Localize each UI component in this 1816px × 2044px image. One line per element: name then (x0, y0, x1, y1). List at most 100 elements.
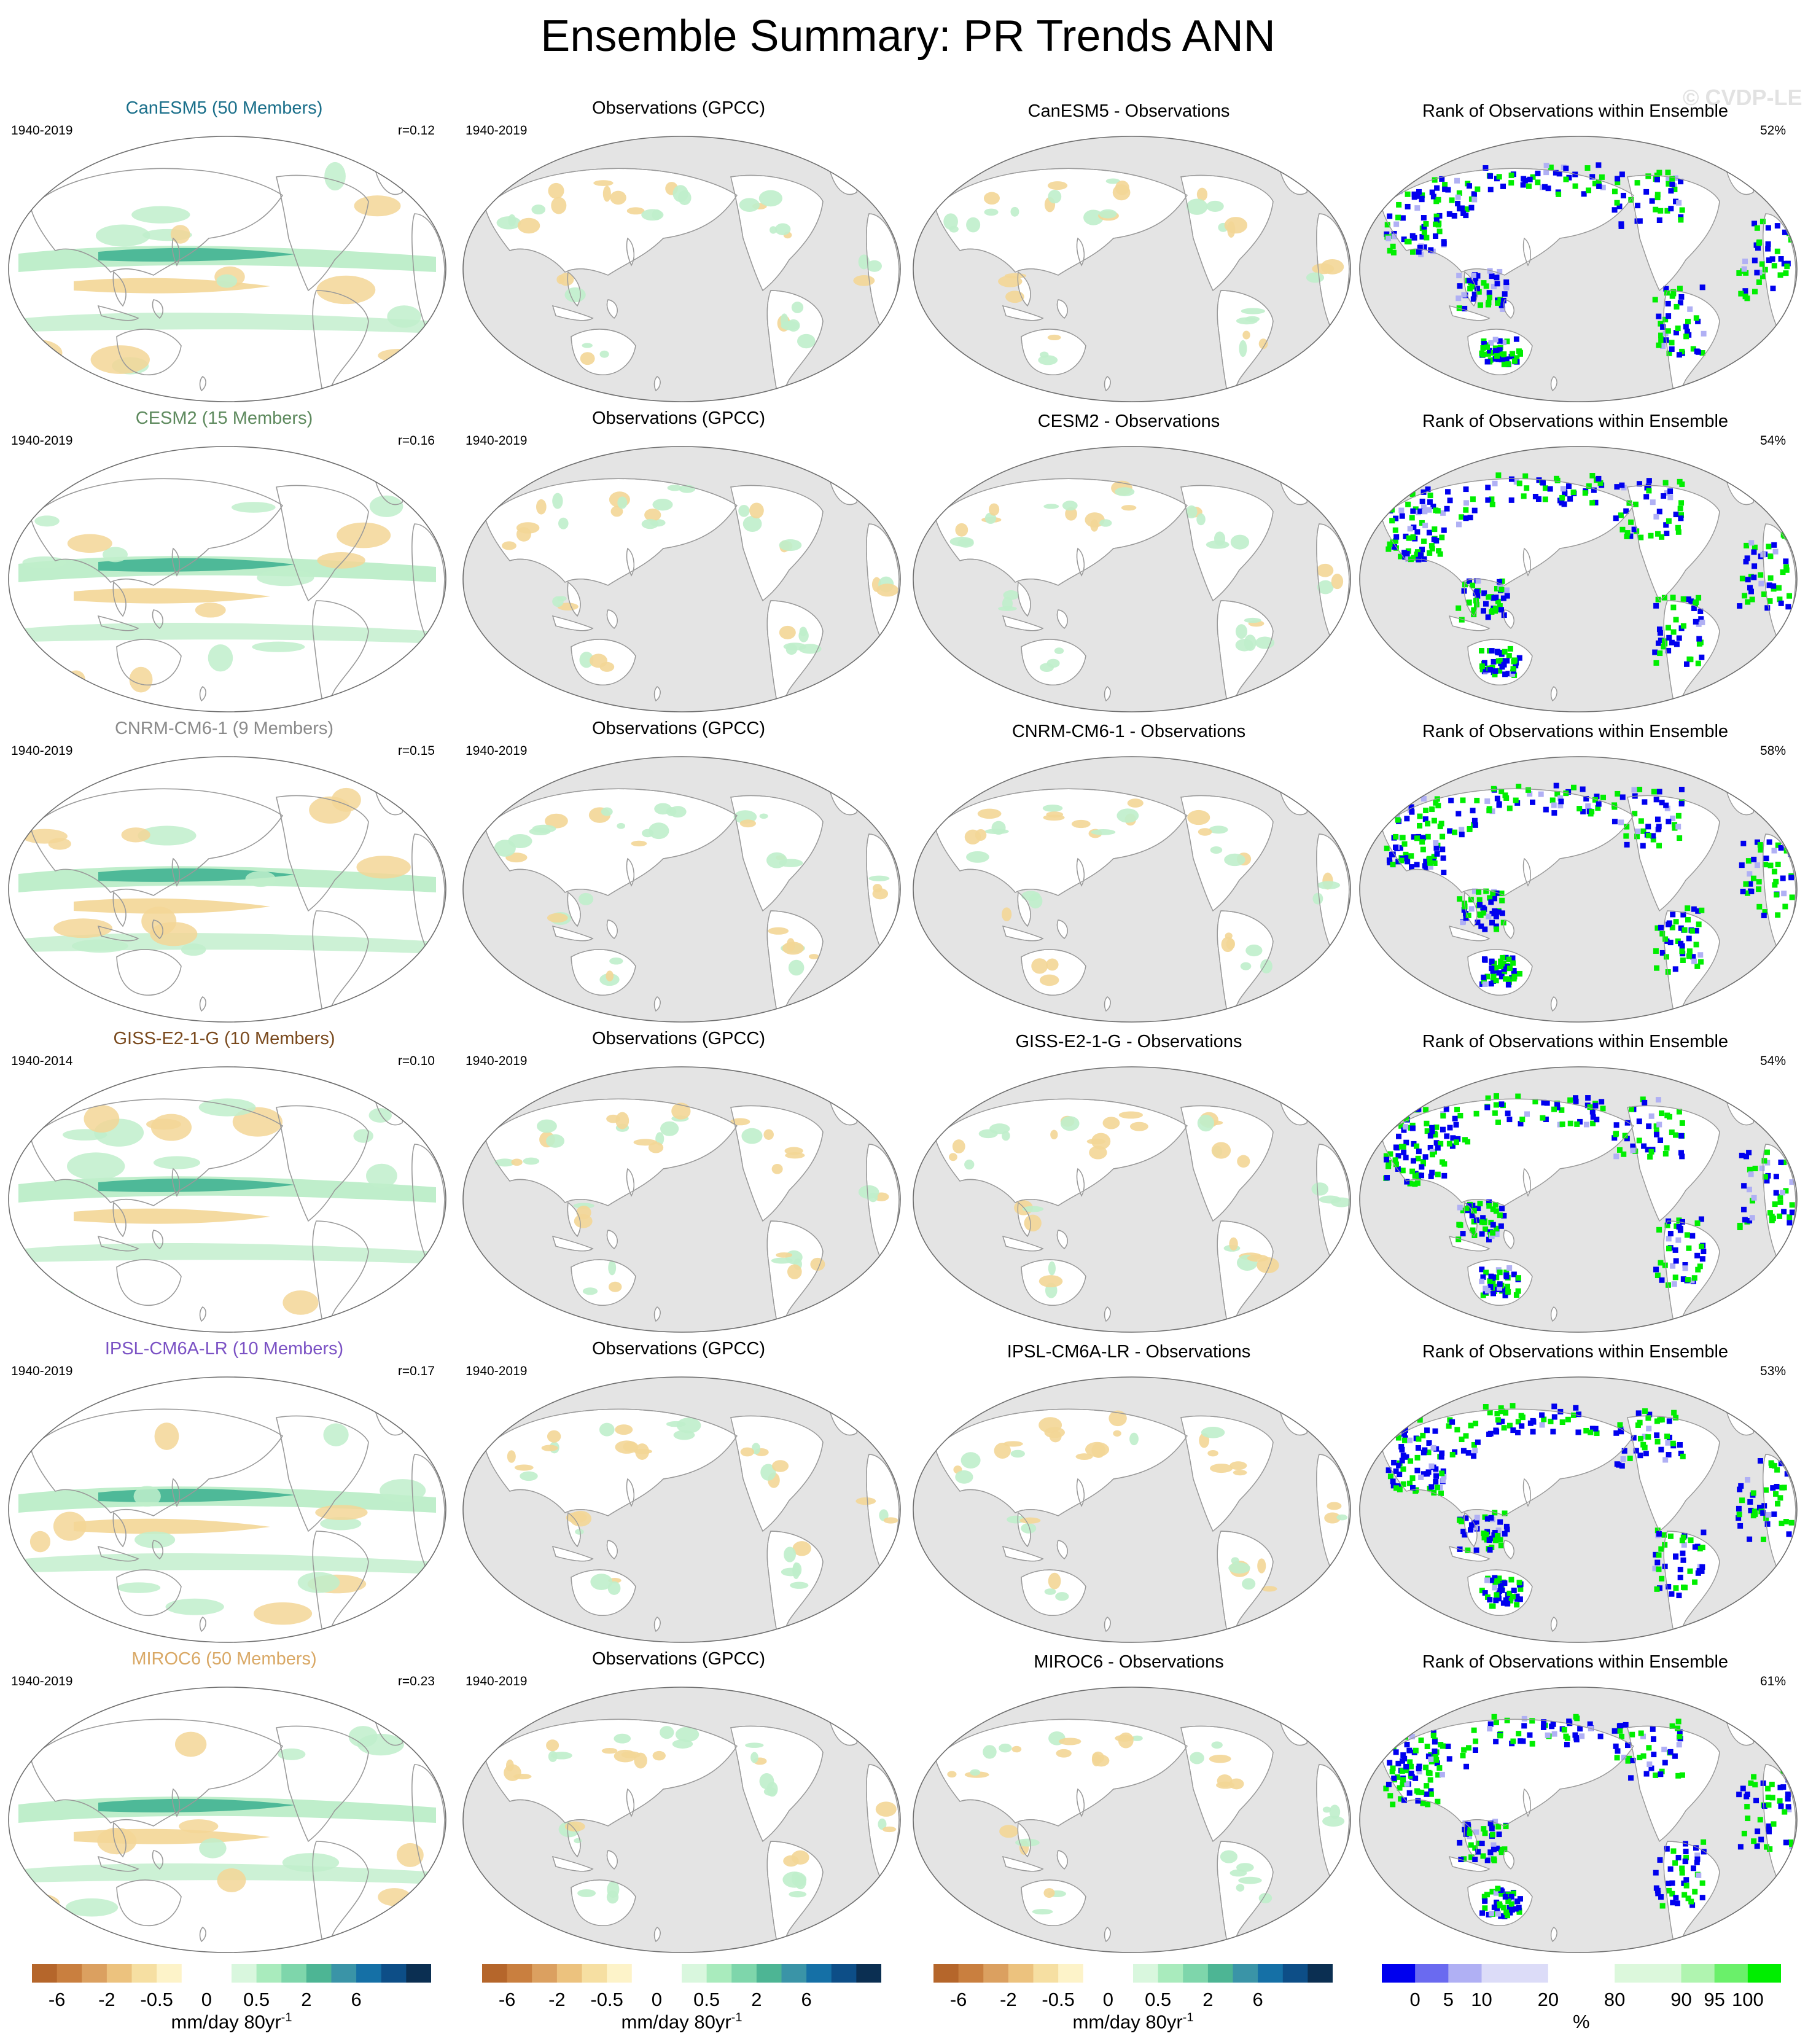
colorbar-swatch (706, 1964, 732, 1983)
period-label: 1940-2019 (11, 123, 73, 138)
colorbar-swatch (958, 1964, 984, 1983)
colorbar-tick-label: 2 (1202, 1989, 1214, 2010)
rank-percent: 58% (1759, 744, 1786, 758)
model-trend-panel: MIROC6 (50 Members) 1940-2019 r=0.23 (0, 1649, 448, 1956)
colorbar-tick-label: 0 (1409, 1989, 1420, 2010)
globe-map (8, 1066, 446, 1333)
globe-map (8, 1687, 446, 1953)
colorbar-tick-label: -6 (48, 1989, 66, 2010)
difference-panel: MIROC6 - Observations (905, 1649, 1353, 1956)
pattern-correlation: r=0.16 (397, 434, 435, 448)
observation-title: Observations (GPCC) (591, 719, 765, 738)
colorbar-swatch (507, 1964, 532, 1983)
colorbar-swatch (1681, 1964, 1715, 1983)
pattern-correlation: r=0.17 (397, 1364, 435, 1378)
difference-panel: IPSL-CM6A-LR - Observations (905, 1339, 1353, 1646)
colorbar-swatch (356, 1964, 382, 1983)
period-label: 1940-2019 (466, 1364, 528, 1378)
rank-panel: Rank of Observations within Ensemble 53% (1351, 1339, 1799, 1646)
rank-panel: Rank of Observations within Ensemble 52% (1351, 98, 1799, 405)
colorbar-swatch (331, 1964, 357, 1983)
colorbar-tick-label: 6 (1252, 1989, 1263, 2010)
observation-panel: Observations (GPCC) 1940-2019 (454, 1029, 903, 1336)
rank-title: Rank of Observations within Ensemble (1422, 722, 1729, 741)
colorbar-tick-label: 90 (1670, 1989, 1692, 2010)
colorbar-tick-label: -0.5 (140, 1989, 173, 2010)
colorbar-tick-label: -0.5 (1042, 1989, 1075, 2010)
model-title: IPSL-CM6A-LR (10 Members) (104, 1339, 344, 1359)
colorbar-swatch (281, 1964, 307, 1983)
globe-map (8, 446, 446, 712)
period-label: 1940-2019 (11, 744, 73, 758)
pattern-correlation: r=0.15 (397, 744, 435, 758)
globe-map (462, 136, 901, 402)
globe-map (8, 1376, 446, 1643)
globe-map (913, 1687, 1351, 1953)
rank-percent: 54% (1759, 1054, 1786, 1068)
colorbar-tick-label: 95 (1704, 1989, 1725, 2010)
colorbar-tick-label: 10 (1471, 1989, 1492, 2010)
period-label: 1940-2014 (11, 1054, 73, 1068)
colorbar-tick-label: 0.5 (693, 1989, 720, 2010)
rank-panel: Rank of Observations within Ensemble 58% (1351, 719, 1799, 1026)
observation-panel: Observations (GPCC) 1940-2019 (454, 1339, 903, 1646)
colorbar-swatch (1133, 1964, 1159, 1983)
trend-colorbar: -6 -2 -0.5 0 0.5 2 6 mm/day 80yr-1 (933, 1964, 1333, 2038)
observation-title: Observations (GPCC) (591, 98, 765, 118)
colorbar-swatch (1448, 1964, 1482, 1983)
globe-map (8, 756, 446, 1023)
rank-title: Rank of Observations within Ensemble (1422, 412, 1729, 431)
rank-panel: Rank of Observations within Ensemble 54% (1351, 1029, 1799, 1336)
colorbar-tick-label: 20 (1537, 1989, 1559, 2010)
globe-map (462, 1376, 901, 1643)
colorbar-tick-label: 6 (801, 1989, 812, 2010)
difference-panel: GISS-E2-1-G - Observations (905, 1029, 1353, 1336)
colorbar-swatch (256, 1964, 282, 1983)
model-title: MIROC6 (50 Members) (131, 1649, 317, 1669)
colorbar-swatch (406, 1964, 431, 1983)
colorbar-swatch (657, 1964, 682, 1983)
colorbar-swatch (1207, 1964, 1233, 1983)
rank-title: Rank of Observations within Ensemble (1422, 101, 1729, 121)
colorbar-swatch (682, 1964, 707, 1983)
colorbar-swatch (607, 1964, 633, 1983)
model-title: CESM2 (15 Members) (135, 408, 313, 428)
colorbar-swatch (32, 1964, 58, 1983)
globe-map (913, 1066, 1351, 1333)
colorbar-unit: % (1573, 2011, 1590, 2032)
colorbar-swatch (1648, 1964, 1682, 1983)
observation-title: Observations (GPCC) (591, 1649, 765, 1669)
colorbar-swatch (131, 1964, 157, 1983)
colorbar-tick-label: 80 (1604, 1989, 1626, 2010)
colorbar-tick-label: 6 (351, 1989, 362, 2010)
difference-title: GISS-E2-1-G - Observations (1015, 1032, 1242, 1051)
colorbar-swatch (57, 1964, 82, 1983)
colorbar-tick-label: 0 (1102, 1989, 1113, 2010)
difference-title: MIROC6 - Observations (1034, 1652, 1224, 1672)
difference-panel: CanESM5 - Observations (905, 98, 1353, 405)
period-label: 1940-2019 (11, 434, 73, 448)
colorbar-swatch (1008, 1964, 1034, 1983)
period-label: 1940-2019 (11, 1364, 73, 1378)
globe-map (1359, 446, 1798, 712)
colorbar-swatch (556, 1964, 582, 1983)
colorbar-swatch (831, 1964, 857, 1983)
model-trend-panel: IPSL-CM6A-LR (10 Members) 1940-2019 r=0.17 (0, 1339, 448, 1646)
model-title: CanESM5 (50 Members) (125, 98, 323, 118)
colorbar-swatch (1108, 1964, 1134, 1983)
colorbar-swatch (1548, 1964, 1582, 1983)
rank-percent: 52% (1759, 123, 1786, 138)
rank-percent: 61% (1759, 1674, 1786, 1688)
colorbar-swatch (157, 1964, 182, 1983)
colorbar-swatch (582, 1964, 607, 1983)
colorbar-swatch (1714, 1964, 1748, 1983)
colorbar-tick-label: 2 (751, 1989, 762, 2010)
model-trend-panel: CNRM-CM6-1 (9 Members) 1940-2019 r=0.15 (0, 719, 448, 1026)
difference-panel: CNRM-CM6-1 - Observations (905, 719, 1353, 1026)
page-title: Ensemble Summary: PR Trends ANN (540, 12, 1276, 61)
globe-map (8, 136, 446, 402)
colorbar-swatch (1514, 1964, 1549, 1983)
globe-map (462, 1687, 901, 1953)
colorbar-tick-label: 0.5 (1145, 1989, 1172, 2010)
colorbar-swatch (631, 1964, 657, 1983)
